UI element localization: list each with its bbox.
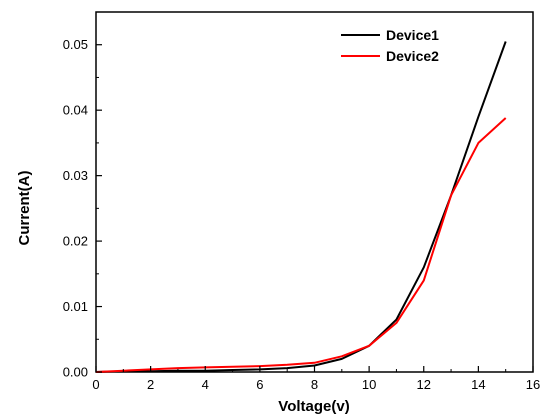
series-line-device1	[95, 41, 507, 373]
x-axis-ticks: 0 2 4 6 8 10 12 14 16	[92, 366, 540, 392]
x-tick-label: 6	[256, 377, 263, 392]
x-tick-label: 2	[147, 377, 154, 392]
legend: Device1 Device2	[338, 25, 456, 67]
plot-frame	[95, 11, 534, 373]
x-tick-label: 14	[471, 377, 485, 392]
y-axis-ticks: 0.00 0.01 0.02 0.03 0.04 0.05	[63, 37, 102, 380]
y-tick-label: 0.02	[63, 234, 88, 249]
series-layer	[95, 41, 507, 373]
y-tick-label: 0.04	[63, 103, 88, 118]
legend-label-device1: Device1	[386, 27, 439, 43]
x-tick-label: 12	[417, 377, 431, 392]
x-tick-label: 10	[362, 377, 376, 392]
y-tick-label: 0.00	[63, 365, 88, 380]
x-axis-title: Voltage(v)	[278, 398, 349, 414]
x-tick-label: 0	[92, 377, 99, 392]
plot-area	[95, 11, 534, 373]
y-tick-label: 0.05	[63, 37, 88, 52]
y-tick-label: 0.01	[63, 299, 88, 314]
x-tick-label: 16	[526, 377, 540, 392]
y-axis-title: Current(A)	[16, 171, 33, 246]
series-line-device2	[95, 117, 507, 373]
legend-label-device2: Device2	[386, 48, 439, 64]
y-tick-label: 0.03	[63, 168, 88, 183]
legend-box	[338, 25, 456, 67]
x-tick-label: 8	[311, 377, 318, 392]
x-tick-label: 4	[202, 377, 209, 392]
